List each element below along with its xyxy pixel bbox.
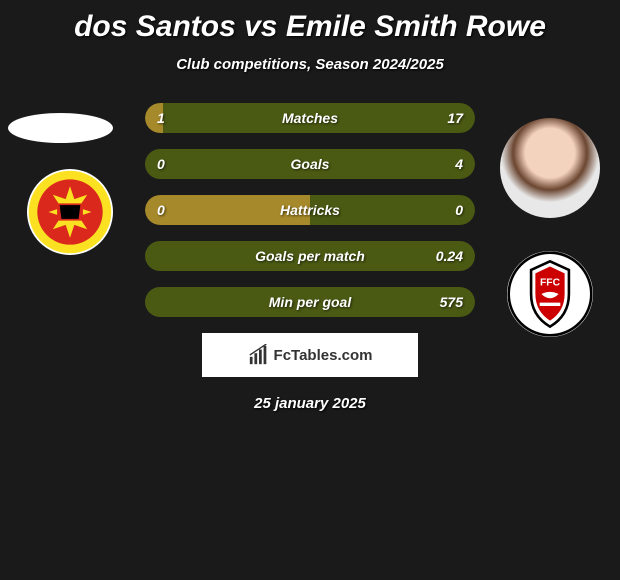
stat-label: Goals xyxy=(291,156,330,172)
manutd-badge-icon xyxy=(27,169,113,255)
stat-label: Matches xyxy=(282,110,338,126)
page-title: dos Santos vs Emile Smith Rowe xyxy=(0,0,620,44)
club-left-badge xyxy=(27,169,113,255)
stat-value-right: 17 xyxy=(447,110,463,126)
comparison-content: FFC Matches 1 17 Goals 0 4 Hattricks 0 0 Goals pe… xyxy=(0,103,620,412)
stat-value-left: 1 xyxy=(157,110,165,126)
stat-label: Goals per match xyxy=(255,248,365,264)
subtitle: Club competitions, Season 2024/2025 xyxy=(0,56,620,73)
stat-value-left: 0 xyxy=(157,202,165,218)
stat-row: Min per goal 575 xyxy=(145,287,475,317)
svg-text:FFC: FFC xyxy=(540,277,561,288)
fulham-badge-icon: FFC xyxy=(507,251,593,337)
stat-label: Hattricks xyxy=(280,202,340,218)
stat-bars: Matches 1 17 Goals 0 4 Hattricks 0 0 Goals per ma… xyxy=(145,103,475,317)
player-right-avatar xyxy=(500,118,600,218)
stat-value-right: 575 xyxy=(440,294,463,310)
stat-label: Min per goal xyxy=(269,294,351,310)
chart-icon xyxy=(248,344,270,366)
stat-row: Goals 0 4 xyxy=(145,149,475,179)
stat-value-left: 0 xyxy=(157,156,165,172)
stat-value-right: 0 xyxy=(455,202,463,218)
stat-value-right: 0.24 xyxy=(436,248,463,264)
date-text: 25 january 2025 xyxy=(0,395,620,412)
stat-value-right: 4 xyxy=(455,156,463,172)
stat-row: Matches 1 17 xyxy=(145,103,475,133)
brand-text: FcTables.com xyxy=(274,347,373,364)
stat-row: Goals per match 0.24 xyxy=(145,241,475,271)
player-left-avatar xyxy=(8,113,113,143)
stat-row: Hattricks 0 0 xyxy=(145,195,475,225)
club-right-badge: FFC xyxy=(507,251,593,337)
brand-box: FcTables.com xyxy=(202,333,418,377)
